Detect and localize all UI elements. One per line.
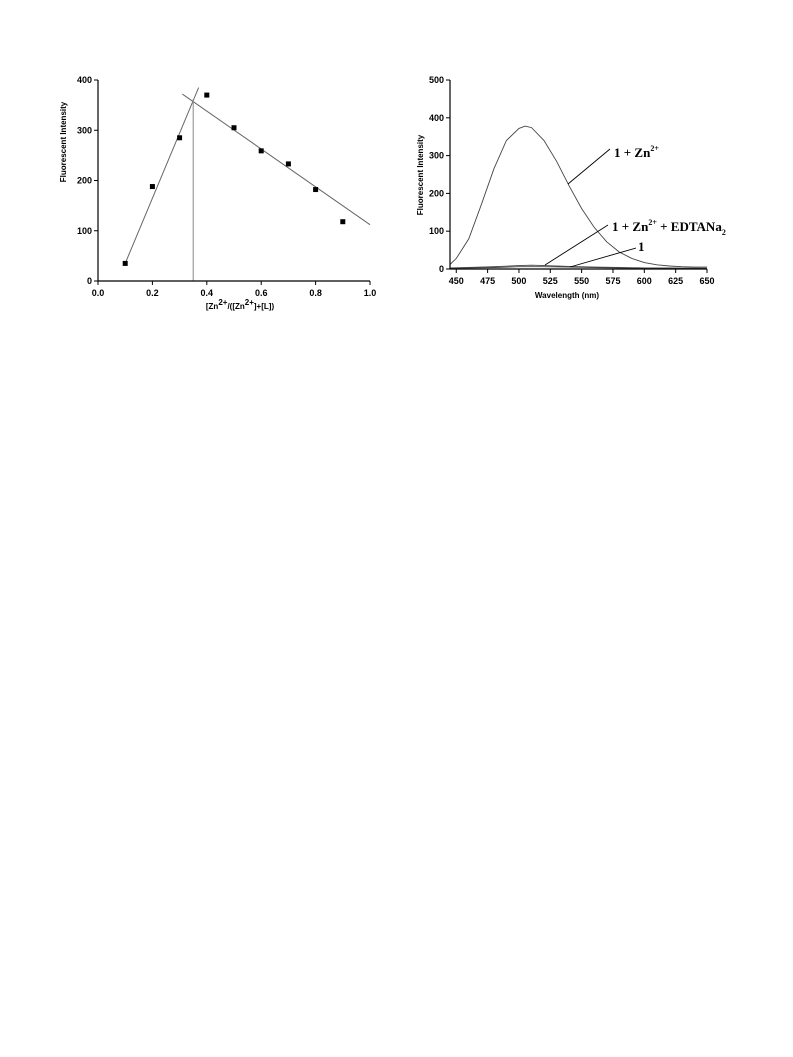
- y-tick-label: 300: [429, 151, 444, 161]
- data-point: [149, 184, 155, 190]
- data-point: [285, 161, 291, 167]
- data-point: [177, 135, 183, 141]
- x-tick-label: 550: [574, 276, 589, 286]
- emission-spectra-chart: Fluorescent Intensity Wavelength (nm) 45…: [416, 75, 726, 300]
- spectra-axes: [449, 80, 707, 270]
- data-point: [313, 187, 319, 193]
- fit-line-1: [124, 87, 200, 264]
- x-tick-label: 450: [449, 276, 464, 286]
- job-plot-y-axis-label: Fluorescent Intensity: [59, 101, 68, 182]
- y-tick-label: 100: [429, 226, 444, 236]
- x-tick-label: 500: [511, 276, 526, 286]
- y-tick-label: 500: [429, 75, 444, 85]
- spectra-x-axis-label: Wavelength (nm): [535, 291, 599, 300]
- x-tick-label: 525: [543, 276, 558, 286]
- data-point: [258, 148, 264, 154]
- job-plot-x-axis-label: [Zn2+/([Zn2+]+[L]): [206, 298, 275, 311]
- x-tick-label: 0.8: [309, 288, 322, 298]
- x-tick-label: 0.6: [255, 288, 268, 298]
- series-label-edta: 1 + Zn2+ + EDTANa2: [612, 218, 726, 237]
- job-plot-chart: Fluorescent Intensity [Zn2+/([Zn2+]+[L])…: [59, 75, 376, 311]
- data-point: [231, 125, 237, 131]
- x-tick-label: 650: [699, 276, 714, 286]
- spectrum-zn-line: [449, 125, 707, 268]
- series-label-zn: 1 + Zn2+: [614, 144, 659, 160]
- x-tick-label: 0.4: [201, 288, 214, 298]
- spectrum-free-ligand-line: [449, 266, 708, 270]
- y-tick-label: 400: [429, 113, 444, 123]
- job-plot-axes: [97, 80, 370, 282]
- spectra-y-axis-label: Fluorescent Intensity: [416, 134, 425, 215]
- y-tick-label: 200: [429, 188, 444, 198]
- y-tick-label: 100: [77, 226, 92, 236]
- data-point: [340, 219, 346, 225]
- series-label-free: 1: [638, 239, 645, 254]
- y-tick-label: 200: [77, 176, 92, 186]
- x-tick-label: 1.0: [364, 288, 377, 298]
- y-tick-label: 400: [77, 75, 92, 85]
- x-tick-label: 600: [637, 276, 652, 286]
- data-point: [204, 92, 210, 98]
- leader-line-free: [569, 247, 637, 268]
- y-tick-label: 0: [439, 264, 444, 274]
- leader-line-edta: [544, 224, 609, 266]
- x-tick-label: 475: [480, 276, 495, 286]
- y-tick-label: 0: [87, 276, 92, 286]
- x-tick-label: 0.0: [92, 288, 105, 298]
- data-point: [122, 260, 128, 266]
- y-tick-label: 300: [77, 125, 92, 135]
- x-tick-label: 625: [668, 276, 683, 286]
- x-tick-label: 575: [605, 276, 620, 286]
- x-tick-label: 0.2: [146, 288, 159, 298]
- fit-line-2: [182, 93, 371, 226]
- leader-line-zn: [567, 148, 611, 185]
